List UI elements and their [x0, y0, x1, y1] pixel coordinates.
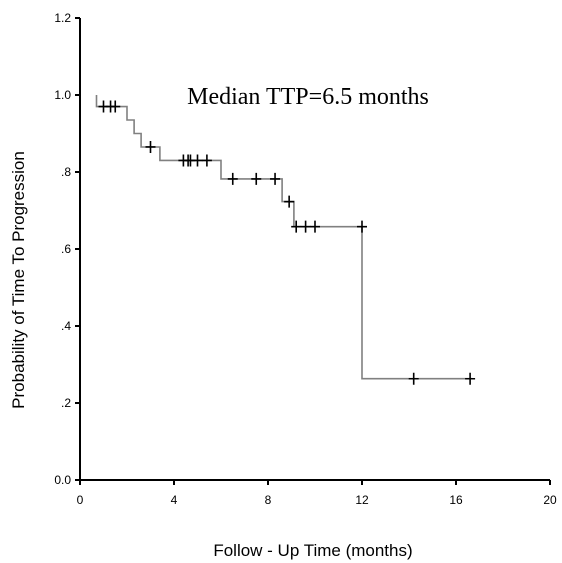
censored-mark: [300, 220, 311, 233]
x-tick-label: 20: [543, 493, 557, 507]
median-annotation: Median TTP=6.5 months: [187, 84, 429, 110]
censored-mark: [357, 220, 367, 233]
censored-mark: [145, 140, 156, 153]
censored-mark: [251, 172, 262, 185]
y-tick-label: 1.0: [54, 88, 71, 102]
y-tick-label: 1.2: [54, 11, 71, 25]
x-tick-label: 12: [355, 493, 369, 507]
censored-mark: [465, 372, 476, 385]
x-tick-label: 4: [171, 493, 178, 507]
censored-mark: [227, 172, 238, 185]
y-axis-title: Probability of Time To Progression: [9, 151, 28, 409]
y-tick-label: .6: [61, 242, 71, 256]
x-tick-label: 0: [77, 493, 84, 507]
y-tick-label: 0.0: [54, 473, 71, 487]
x-tick-label: 16: [449, 493, 463, 507]
censored-mark: [291, 220, 302, 233]
censored-mark: [408, 372, 419, 385]
plot-area: 0 4 8 12 16 20 0.0 .2 .4 .6 .8 1.0 1.2: [54, 11, 557, 507]
censored-mark: [270, 172, 281, 185]
censored-mark: [284, 195, 295, 208]
x-tick-label: 8: [265, 493, 272, 507]
censored-mark: [110, 100, 121, 113]
y-tick-label: .8: [61, 165, 71, 179]
censored-mark: [310, 220, 320, 233]
censored-mark: [192, 154, 203, 167]
y-tick-label: .2: [61, 396, 71, 410]
censored-mark: [201, 154, 212, 167]
survival-step-line: [95, 95, 473, 380]
y-tick-label: .4: [61, 319, 71, 333]
x-axis-title: Follow - Up Time (months): [213, 541, 412, 560]
